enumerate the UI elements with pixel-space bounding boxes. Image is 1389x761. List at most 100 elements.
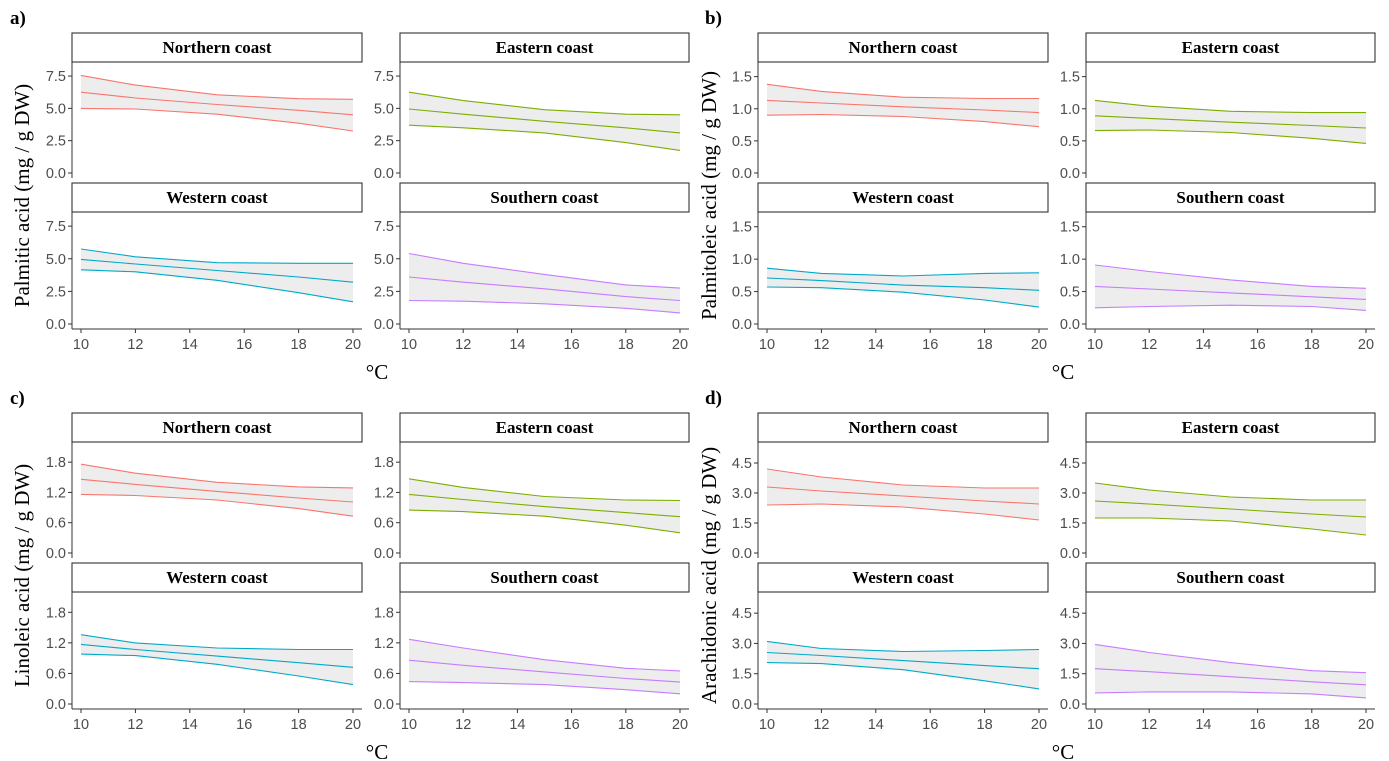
y-tick-label: 1.0: [732, 252, 752, 268]
y-tick-label: 1.5: [1060, 220, 1080, 236]
y-tick-label: 0.0: [1060, 317, 1080, 333]
lower-bound-line: [408, 299, 681, 314]
facet-western-coast: Western coast 0.0 0.6 1.2 1.8 10 12 14 16 18 20: [46, 562, 363, 733]
x-tick-label: 12: [1141, 717, 1157, 733]
y-tick-label: 0.6: [374, 516, 394, 532]
facet-southern-coast: Southern coast 0.0 0.5 1.0 1.5 10 12 14 16 18 20: [1060, 182, 1376, 353]
upper-bound-line: [80, 463, 354, 489]
confidence-ribbon: [81, 249, 353, 302]
y-tick-label: 0.0: [732, 697, 752, 713]
y-tick-label: 2.5: [46, 134, 66, 150]
y-tick-label: 1.0: [1060, 102, 1080, 118]
facet-strip-label: Western coast: [852, 188, 954, 207]
x-tick-label: 20: [672, 717, 688, 733]
upper-bound-line: [408, 252, 681, 289]
fit-line: [766, 277, 1040, 291]
x-tick-label: 16: [922, 717, 938, 733]
x-tick-label: 10: [401, 337, 417, 353]
facet-strip: [1085, 412, 1376, 443]
y-tick-label: 0.0: [46, 317, 66, 333]
y-tick-label: 2.5: [46, 284, 66, 300]
upper-bound-line: [408, 478, 681, 502]
facet-strip-label: Western coast: [852, 568, 954, 587]
y-tick-label: 1.5: [732, 220, 752, 236]
x-tick-label: 16: [922, 337, 938, 353]
facet-northern-coast: Northern coast 0.0 0.5 1.0 1.5: [732, 32, 1049, 182]
x-tick-label: 10: [759, 717, 775, 733]
x-tick-label: 10: [1087, 717, 1103, 733]
x-tick-label: 20: [1031, 337, 1047, 353]
y-tick-label: 0.0: [732, 546, 752, 562]
confidence-ribbon: [81, 634, 353, 685]
upper-bound-line: [766, 83, 1039, 100]
y-tick-label: 0.0: [374, 546, 394, 562]
x-tick-label: 16: [236, 717, 252, 733]
x-tick-label: 20: [345, 337, 361, 353]
facet-strip: [1085, 182, 1376, 213]
x-tick-label: 12: [813, 717, 829, 733]
x-tick-label: 14: [182, 337, 198, 353]
y-tick-label: 4.5: [732, 606, 752, 622]
facet-strip-label: Southern coast: [490, 188, 598, 207]
lower-bound-line: [408, 681, 681, 695]
facet-strip-label: Southern coast: [1176, 188, 1284, 207]
facet-strip-label: Northern coast: [162, 418, 271, 437]
upper-bound-line: [408, 638, 681, 672]
facet-strip: [399, 412, 690, 443]
y-tick-label: 0.6: [46, 516, 66, 532]
chart-block-1: a) Palmitic acid (mg / g DW) °C Northern co…: [10, 8, 690, 384]
x-tick-label: 12: [455, 337, 471, 353]
lower-bound-line: [766, 286, 1040, 308]
y-tick-label: 1.8: [46, 605, 66, 621]
facet-eastern-coast: Eastern coast 0.0 0.6 1.2 1.8: [374, 412, 690, 562]
x-tick-label: 12: [127, 717, 143, 733]
lower-bound-line: [408, 509, 681, 534]
facet-strip-label: Western coast: [166, 188, 268, 207]
upper-bound-line: [1094, 99, 1366, 114]
panel-letter: c): [10, 388, 25, 409]
facet-strip: [71, 32, 363, 63]
confidence-ribbon: [767, 469, 1039, 520]
y-tick-label: 7.5: [46, 219, 66, 235]
y-tick-label: 4.5: [1060, 606, 1080, 622]
y-tick-label: 1.2: [46, 485, 66, 501]
x-axis-unit: °C: [1052, 740, 1074, 761]
y-tick-label: 1.5: [1060, 667, 1080, 683]
fit-line: [408, 108, 681, 134]
facet-western-coast: Western coast 0.0 2.5 5.0 7.5 10 12 14 16 18 20: [46, 182, 363, 353]
fit-line: [766, 99, 1040, 114]
y-tick-label: 0.5: [1060, 134, 1080, 150]
y-tick-label: 0.6: [374, 666, 394, 682]
x-axis-unit: °C: [366, 360, 388, 384]
facet-strip: [1085, 32, 1376, 63]
x-tick-label: 10: [1087, 337, 1103, 353]
facet-eastern-coast: Eastern coast 0.0 2.5 5.0 7.5: [374, 32, 690, 182]
confidence-ribbon: [1095, 644, 1366, 698]
x-axis-unit: °C: [1052, 360, 1074, 384]
y-tick-label: 1.5: [732, 667, 752, 683]
y-tick-label: 3.0: [1060, 636, 1080, 652]
facet-strip: [757, 182, 1049, 213]
upper-bound-line: [766, 468, 1039, 489]
x-tick-label: 10: [73, 717, 89, 733]
lower-bound-line: [766, 113, 1040, 128]
y-tick-label: 7.5: [374, 219, 394, 235]
x-tick-label: 12: [1141, 337, 1157, 353]
x-tick-label: 20: [1031, 717, 1047, 733]
x-tick-label: 20: [1358, 717, 1374, 733]
y-tick-label: 3.0: [732, 636, 752, 652]
y-tick-label: 1.2: [374, 636, 394, 652]
y-tick-label: 0.0: [1060, 166, 1080, 182]
upper-bound-line: [80, 248, 353, 264]
x-tick-label: 18: [977, 717, 993, 733]
y-axis-label: Palmitoleic acid (mg / g DW): [697, 71, 721, 320]
x-tick-label: 14: [509, 717, 525, 733]
facet-strip-label: Eastern coast: [496, 418, 594, 437]
x-tick-label: 18: [291, 337, 307, 353]
confidence-ribbon: [767, 84, 1039, 127]
lower-bound-line: [1094, 304, 1367, 311]
x-tick-label: 12: [127, 337, 143, 353]
upper-bound-line: [80, 74, 354, 100]
x-tick-label: 10: [73, 337, 89, 353]
